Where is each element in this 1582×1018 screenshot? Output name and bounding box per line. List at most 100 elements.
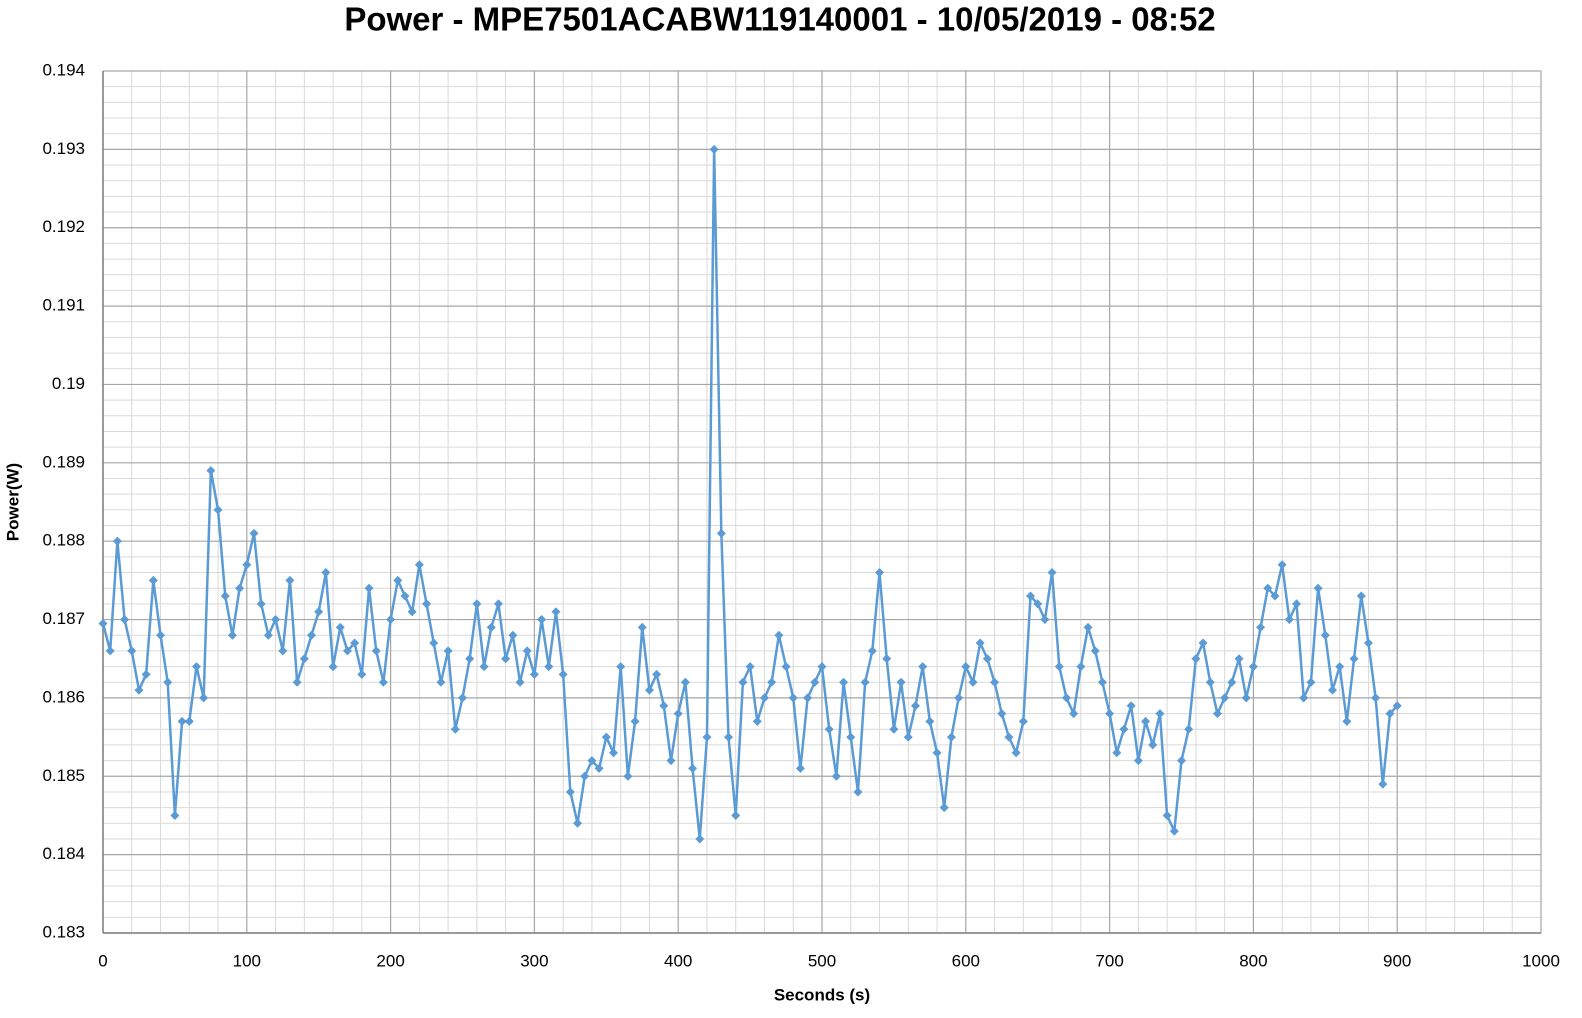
- marker: [759, 693, 769, 703]
- marker: [580, 771, 590, 781]
- marker: [227, 630, 237, 640]
- marker: [364, 583, 374, 593]
- marker: [752, 716, 762, 726]
- marker: [235, 583, 245, 593]
- marker: [199, 693, 209, 703]
- marker: [688, 763, 698, 773]
- marker: [1018, 716, 1028, 726]
- x-tick-label: 900: [1383, 951, 1411, 970]
- marker: [357, 669, 367, 679]
- marker: [1177, 756, 1186, 766]
- y-tick-label: 0.187: [42, 609, 85, 628]
- marker: [141, 669, 151, 679]
- marker: [1155, 709, 1165, 719]
- marker: [1385, 709, 1395, 719]
- marker: [565, 787, 575, 797]
- marker: [594, 763, 604, 773]
- x-tick-label: 700: [1095, 951, 1123, 970]
- marker: [493, 599, 503, 609]
- marker: [1313, 583, 1323, 593]
- marker: [810, 677, 820, 687]
- marker: [932, 748, 942, 758]
- marker: [731, 810, 741, 820]
- marker: [299, 654, 309, 664]
- marker: [601, 732, 611, 742]
- y-tick-label: 0.183: [42, 922, 85, 941]
- marker: [652, 669, 662, 679]
- marker: [1133, 756, 1143, 766]
- marker: [774, 630, 784, 640]
- marker: [968, 677, 978, 687]
- marker: [925, 716, 935, 726]
- marker: [695, 834, 705, 844]
- marker: [1141, 716, 1151, 726]
- marker: [1126, 701, 1136, 711]
- marker: [515, 677, 525, 687]
- marker: [1248, 662, 1258, 672]
- marker: [1327, 685, 1337, 695]
- marker: [910, 701, 920, 711]
- marker: [314, 607, 324, 617]
- x-tick-label: 400: [664, 951, 692, 970]
- marker: [1069, 709, 1079, 719]
- marker: [156, 630, 166, 640]
- marker: [1198, 638, 1208, 648]
- x-tick-label: 600: [952, 951, 980, 970]
- marker: [443, 646, 453, 656]
- marker: [767, 677, 777, 687]
- marker: [673, 709, 683, 719]
- marker: [458, 693, 467, 703]
- marker: [1191, 654, 1201, 664]
- marker: [558, 669, 568, 679]
- y-tick-label: 0.191: [42, 296, 85, 315]
- marker: [134, 685, 144, 695]
- marker: [573, 818, 583, 828]
- marker: [350, 638, 360, 648]
- marker: [263, 630, 273, 640]
- y-tick-label: 0.194: [42, 60, 85, 79]
- marker: [386, 615, 396, 625]
- y-axis-label: Power(W): [3, 463, 22, 541]
- marker: [1090, 646, 1100, 656]
- marker: [724, 732, 734, 742]
- y-tick-label: 0.185: [42, 766, 85, 785]
- marker: [1270, 591, 1280, 601]
- marker: [1169, 826, 1179, 836]
- marker: [637, 622, 647, 632]
- marker: [745, 662, 755, 672]
- marker: [1349, 654, 1359, 664]
- marker: [853, 787, 863, 797]
- marker: [896, 677, 906, 687]
- marker: [659, 701, 669, 711]
- marker: [954, 693, 964, 703]
- marker: [961, 662, 971, 672]
- x-tick-label: 300: [520, 951, 548, 970]
- marker: [788, 693, 798, 703]
- chart-title: Power - MPE7501ACABW119140001 - 10/05/20…: [344, 1, 1215, 38]
- x-tick-label: 0: [98, 951, 107, 970]
- marker: [1212, 709, 1222, 719]
- marker: [508, 630, 518, 640]
- marker: [738, 677, 748, 687]
- marker: [702, 732, 712, 742]
- marker: [867, 646, 877, 656]
- marker: [1047, 568, 1057, 578]
- marker: [206, 466, 216, 476]
- marker: [191, 662, 201, 672]
- marker: [1076, 662, 1086, 672]
- marker: [680, 677, 690, 687]
- marker: [285, 575, 295, 585]
- marker: [544, 662, 554, 672]
- marker: [537, 615, 547, 625]
- marker: [1306, 677, 1316, 687]
- marker: [213, 505, 223, 515]
- marker: [98, 618, 108, 628]
- marker: [1184, 724, 1194, 734]
- marker: [335, 622, 345, 632]
- marker: [817, 662, 827, 672]
- marker: [378, 677, 388, 687]
- marker: [824, 724, 834, 734]
- marker: [997, 709, 1007, 719]
- marker: [1263, 583, 1273, 593]
